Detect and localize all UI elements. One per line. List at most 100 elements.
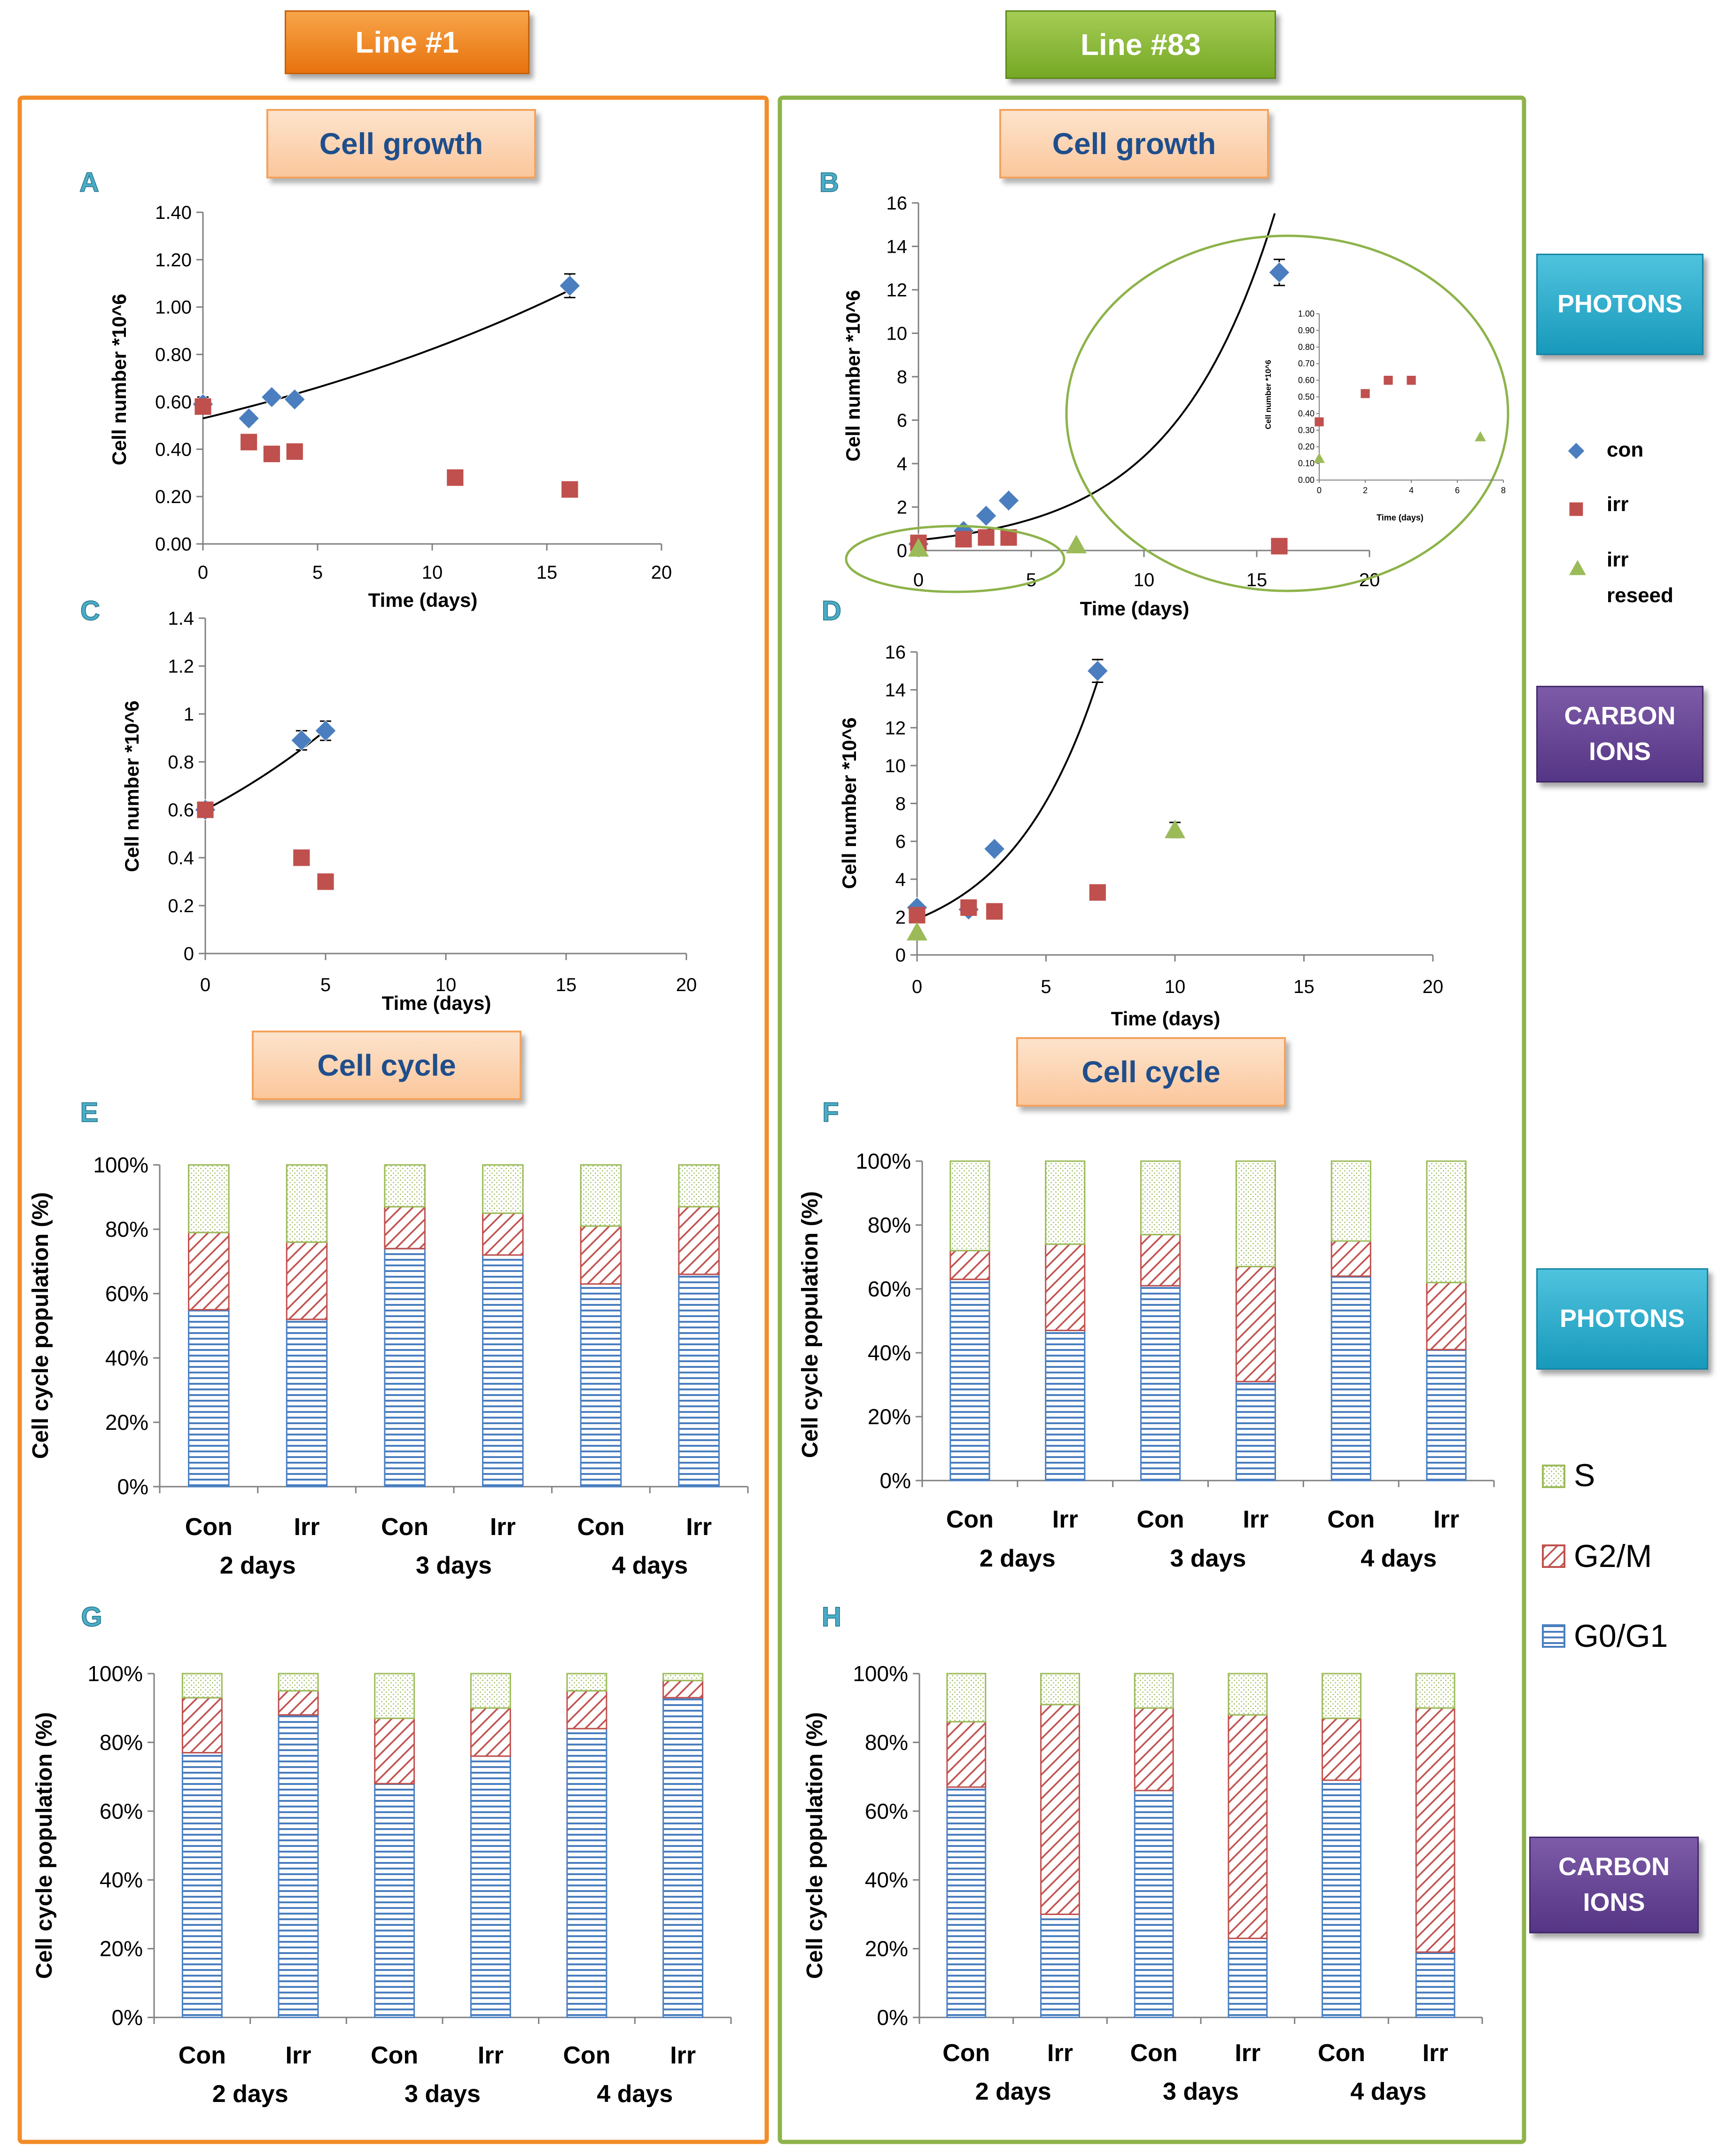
bar-s — [278, 1673, 319, 1692]
y-tick-label: 0 — [895, 945, 906, 966]
inset-point-irr — [1384, 376, 1393, 385]
bar-g0g1 — [566, 1728, 607, 2018]
point-con — [1268, 262, 1290, 283]
point-con — [238, 408, 260, 429]
y-tick-label: 1.00 — [155, 297, 192, 318]
y-tick-label: 100% — [853, 1661, 908, 1686]
legend-s-label: S — [1574, 1458, 1595, 1493]
point-irr — [194, 398, 211, 415]
legend-g0g1-label: G0/G1 — [1574, 1618, 1668, 1654]
bar-g2m — [278, 1690, 319, 1716]
bar-g0g1 — [482, 1254, 524, 1488]
bar-g2m — [946, 1721, 987, 1788]
bar-s — [566, 1673, 607, 1692]
photons-label-cycle: PHOTONS — [1536, 1268, 1708, 1370]
bar-g2m — [1415, 1707, 1455, 1953]
bar-g0g1 — [278, 1714, 319, 2018]
bar-s — [286, 1164, 328, 1243]
chart-H: H 0% 20% 40% 60% 80% 100% Cell cycle population… — [802, 1601, 1483, 2105]
point-irr — [955, 531, 972, 548]
x-tick-label: 5 — [312, 562, 323, 583]
category-label: Irr — [670, 2042, 696, 2069]
carbon-ions-label-growth: CARBON IONS — [1536, 686, 1703, 783]
bar-g0g1 — [1330, 1275, 1371, 1481]
legend-s-swatch — [1542, 1465, 1565, 1488]
x-tick-label: 10 — [1134, 570, 1155, 590]
x-tick-label: 10 — [422, 562, 443, 583]
point-irr — [986, 903, 1003, 920]
y-tick-label: 0 — [897, 541, 907, 561]
y-tick-label: 0.20 — [155, 487, 192, 507]
y-tick-label: 4 — [895, 869, 906, 890]
bar-s — [1040, 1673, 1080, 1706]
y-tick-label: 100% — [856, 1149, 911, 1173]
chart-A: A 0.00 0.20 0.40 0.60 0.80 1.00 1.20 1.40 0 5 10 15 2… — [79, 167, 672, 611]
point-irr — [241, 434, 257, 450]
bar-g0g1 — [181, 1752, 223, 2018]
chart-D: D 0 2 4 6 8 10 12 14 16 0 5 10 15 20 Time (days) Cell nu… — [821, 595, 1443, 1030]
panel-letter-A: A — [79, 167, 99, 198]
x-tick-label: 10 — [436, 975, 457, 995]
bar-g2m — [286, 1241, 328, 1320]
chart-G: G 0% 20% 40% 60% 80% 100% Cell cycle population… — [32, 1601, 732, 2108]
group-label: 2 days — [212, 2080, 288, 2108]
inset-y-tick-label: 0.00 — [1298, 475, 1315, 485]
point-irr — [317, 873, 334, 890]
y-tick-label: 8 — [897, 367, 907, 388]
point-irr — [197, 801, 214, 818]
bar-s — [946, 1673, 987, 1722]
bar-s — [384, 1164, 426, 1208]
category-label: Con — [185, 1513, 233, 1541]
y-tick-label: 20% — [865, 1937, 908, 1961]
cell-cycle-right-title: Cell cycle — [1016, 1037, 1286, 1107]
y-tick-label: 0.8 — [168, 752, 194, 773]
point-irr — [1271, 538, 1288, 555]
y-tick-label: 20% — [105, 1410, 148, 1435]
inset-y-tick-label: 0.20 — [1298, 442, 1315, 451]
y-axis-label: Cell cycle population (%) — [32, 1712, 57, 1979]
panel-letter-D: D — [822, 596, 841, 626]
y-tick-label: 14 — [887, 237, 908, 257]
category-label: Con — [1318, 2040, 1365, 2067]
y-tick-label: 0.40 — [155, 439, 192, 460]
bar-g2m — [1140, 1233, 1181, 1287]
bar-g2m — [374, 1717, 415, 1784]
inset-x-tick-label: 2 — [1363, 486, 1368, 495]
bar-s — [1426, 1160, 1467, 1283]
y-tick-label: 1.4 — [168, 608, 194, 629]
category-label: Irr — [294, 1513, 320, 1541]
category-label: Con — [1327, 1506, 1375, 1533]
bar-s — [949, 1160, 990, 1251]
bar-g2m — [678, 1206, 720, 1275]
point-irr — [1089, 884, 1106, 901]
panel-letter-C: C — [80, 596, 100, 626]
bar-g2m — [188, 1232, 230, 1311]
legend-con-marker — [1567, 442, 1585, 460]
inset-y-tick-label: 0.10 — [1298, 459, 1315, 468]
x-axis-label: Time (days) — [368, 589, 478, 611]
y-tick-label: 8 — [895, 794, 906, 814]
cell-growth-right-title: Cell growth — [999, 109, 1269, 178]
panel-letter-E: E — [80, 1097, 99, 1128]
y-tick-label: 0% — [112, 2005, 143, 2030]
point-con — [559, 275, 581, 297]
inset-point-irr-reseed — [1475, 431, 1486, 442]
x-tick-label: 0 — [200, 975, 210, 995]
bar-s — [181, 1673, 223, 1698]
bar-g2m — [1330, 1240, 1371, 1277]
bar-s — [662, 1673, 704, 1682]
legend-reseed-label-1: irr — [1607, 548, 1628, 571]
bar-s — [678, 1164, 720, 1208]
y-tick-label: 20% — [100, 1937, 143, 1961]
bar-g2m — [482, 1212, 524, 1256]
x-tick-label: 20 — [651, 562, 672, 583]
bar-g0g1 — [1228, 1938, 1268, 2018]
bar-g2m — [1322, 1717, 1361, 1781]
trend-line — [917, 681, 1099, 920]
panel-letter-F: F — [822, 1097, 839, 1128]
bar-s — [580, 1164, 622, 1227]
y-axis-label: Cell cycle population (%) — [28, 1192, 53, 1459]
category-label: Irr — [478, 2042, 504, 2069]
category-label: Irr — [1433, 1506, 1459, 1533]
bar-g0g1 — [1045, 1329, 1086, 1481]
